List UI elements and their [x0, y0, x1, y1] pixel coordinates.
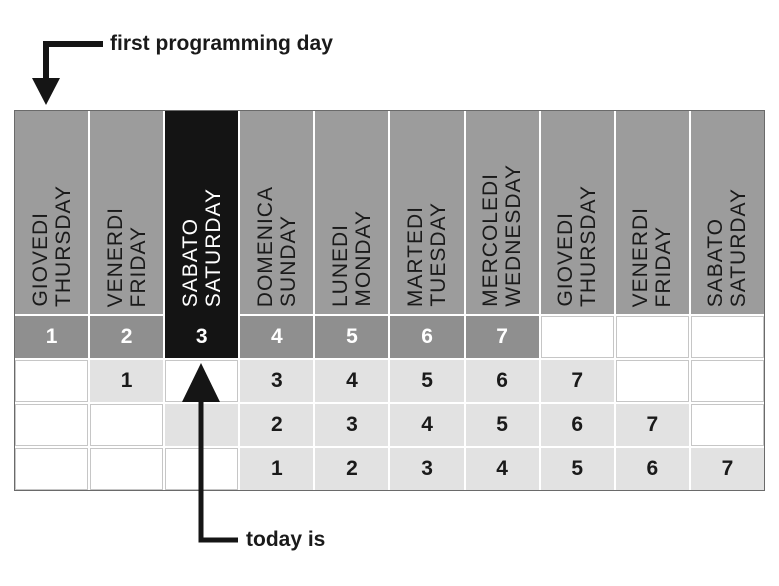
day-number-cell: 6 — [390, 316, 464, 358]
empty-cell — [15, 448, 89, 490]
column-header: DOMENICA SUNDAY — [240, 111, 314, 314]
empty-cell — [690, 404, 764, 446]
day-number-cell: 2 — [240, 404, 314, 446]
column-header: LUNEDI MONDAY — [315, 111, 389, 314]
day-name-english: WEDNESDAY — [502, 164, 526, 307]
empty-cell — [90, 404, 164, 446]
empty-cell — [615, 316, 689, 358]
day-number-cell — [165, 404, 239, 446]
day-number-cell: 3 — [390, 448, 464, 490]
day-number-cell: 4 — [240, 316, 314, 358]
day-name-english: FRIDAY — [126, 225, 150, 307]
day-name-english: TUESDAY — [427, 202, 451, 307]
day-name-local: SABATO — [178, 217, 202, 307]
day-number-cell: 7 — [615, 404, 689, 446]
empty-cell — [540, 316, 614, 358]
column-header: SABATO SATURDAY — [690, 111, 764, 314]
empty-cell — [15, 360, 89, 402]
day-name-english: SATURDAY — [727, 187, 751, 307]
first-day-arrow — [32, 41, 103, 105]
day-name-local: MARTEDI — [404, 205, 428, 307]
day-number-cell: 5 — [390, 360, 464, 402]
day-number-cell: 7 — [540, 360, 614, 402]
column-header: MARTEDI TUESDAY — [390, 111, 464, 314]
column-header: VENERDI FRIDAY — [90, 111, 164, 314]
empty-cell — [165, 360, 239, 402]
today-is-label: today is — [246, 528, 326, 551]
day-number-cell: 4 — [465, 448, 539, 490]
day-name-english: THURSDAY — [51, 185, 75, 307]
day-name-local: VENERDI — [103, 206, 127, 307]
column-header: VENERDI FRIDAY — [615, 111, 689, 314]
day-number-cell: 3 — [315, 404, 389, 446]
day-number-cell: 1 — [240, 448, 314, 490]
day-number-cell: 5 — [540, 448, 614, 490]
day-name-local: SABATO — [704, 217, 728, 307]
day-number-cell: 7 — [690, 448, 764, 490]
day-number-cell: 2 — [315, 448, 389, 490]
day-number-cell: 1 — [90, 360, 164, 402]
day-name-local: VENERDI — [629, 206, 653, 307]
day-name-english: SUNDAY — [276, 215, 300, 307]
day-name-local: MERCOLEDI — [479, 173, 503, 307]
column-header: MERCOLEDI WEDNESDAY — [465, 111, 539, 314]
day-name-local: GIOVEDI — [554, 212, 578, 307]
empty-cell — [165, 448, 239, 490]
programming-day-table: GIOVEDI THURSDAY VENERDI FRIDAY SABATO S… — [14, 110, 765, 491]
day-number-cell: 6 — [465, 360, 539, 402]
day-number-cell: 4 — [315, 360, 389, 402]
day-number-cell: 6 — [615, 448, 689, 490]
day-number-cell: 1 — [15, 316, 89, 358]
empty-cell — [690, 360, 764, 402]
day-number-cell: 5 — [315, 316, 389, 358]
day-name-english: FRIDAY — [652, 225, 676, 307]
day-number-cell: 7 — [465, 316, 539, 358]
today-number-cell: 3 — [165, 316, 239, 358]
column-header: GIOVEDI THURSDAY — [15, 111, 89, 314]
column-header-today: SABATO SATURDAY — [165, 111, 239, 316]
day-name-english: MONDAY — [351, 210, 375, 307]
first-programming-day-label: first programming day — [110, 32, 333, 55]
day-name-english: SATURDAY — [201, 187, 225, 307]
day-number-cell: 6 — [540, 404, 614, 446]
column-header: GIOVEDI THURSDAY — [540, 111, 614, 314]
day-name-local: LUNEDI — [328, 223, 352, 307]
day-number-cell: 4 — [390, 404, 464, 446]
day-name-local: DOMENICA — [253, 185, 277, 307]
empty-cell — [615, 360, 689, 402]
day-number-cell: 3 — [240, 360, 314, 402]
empty-cell — [90, 448, 164, 490]
day-name-local: GIOVEDI — [28, 212, 52, 307]
day-number-cell: 2 — [90, 316, 164, 358]
empty-cell — [15, 404, 89, 446]
empty-cell — [690, 316, 764, 358]
day-name-english: THURSDAY — [577, 185, 601, 307]
day-number-cell: 5 — [465, 404, 539, 446]
